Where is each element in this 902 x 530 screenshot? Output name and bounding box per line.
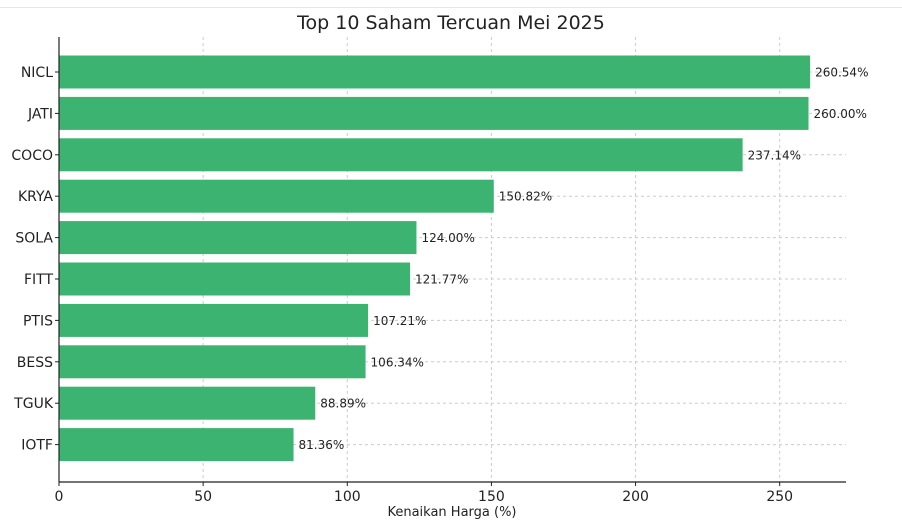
bar-tguk: [59, 386, 316, 420]
bar-fitt: [59, 262, 411, 296]
data-label: 260.00%: [814, 107, 867, 121]
data-label: 237.14%: [748, 148, 801, 162]
y-tick-label: TGUK: [13, 396, 54, 412]
data-label: 121.77%: [415, 273, 468, 287]
chart-title: Top 10 Saham Tercuan Mei 2025: [296, 12, 605, 34]
top-divider: [0, 7, 902, 8]
bar-nicl: [59, 55, 811, 89]
y-tick-label: FITT: [24, 272, 53, 288]
bars-layer: [59, 55, 811, 462]
x-tick-label: 150: [478, 489, 505, 505]
y-tick-label: NICL: [21, 65, 53, 81]
x-tick-label: 200: [622, 489, 649, 505]
x-tick-label: 250: [766, 489, 793, 505]
data-label: 124.00%: [421, 231, 474, 245]
x-tick-label: 0: [55, 489, 64, 505]
data-label: 81.36%: [299, 438, 345, 452]
data-label: 260.54%: [815, 66, 868, 80]
y-axis: NICL JATI COCO KRYA SOLA FITT PTIS BESS TGUK IOTF: [11, 37, 60, 482]
data-labels-layer: 260.54% 260.00% 237.14% 150.82% 124.00% 121.7…: [299, 66, 869, 453]
bar-iotf: [59, 428, 294, 462]
x-tick-label: 50: [194, 489, 212, 505]
y-tick-label: PTIS: [23, 313, 53, 329]
x-tick-label: 100: [334, 489, 361, 505]
data-label: 106.34%: [371, 355, 424, 369]
bar-coco: [59, 138, 743, 172]
bar-jati: [59, 96, 809, 130]
data-label: 88.89%: [320, 397, 366, 411]
y-tick-label: SOLA: [15, 231, 53, 247]
bar-ptis: [59, 303, 369, 337]
y-tick-label: JATI: [27, 106, 53, 122]
x-axis-label: Kenaikan Harga (%): [387, 505, 516, 520]
bar-bess: [59, 345, 366, 379]
y-tick-label: IOTF: [21, 438, 53, 454]
data-label: 107.21%: [373, 314, 426, 328]
bar-sola: [59, 221, 417, 255]
y-tick-label: KRYA: [18, 189, 53, 205]
y-tick-label: COCO: [11, 148, 53, 164]
y-tick-label: BESS: [17, 355, 53, 371]
data-label: 150.82%: [499, 190, 552, 204]
x-axis: 0 50 100 150 200 250: [55, 481, 846, 505]
bar-krya: [59, 179, 494, 213]
